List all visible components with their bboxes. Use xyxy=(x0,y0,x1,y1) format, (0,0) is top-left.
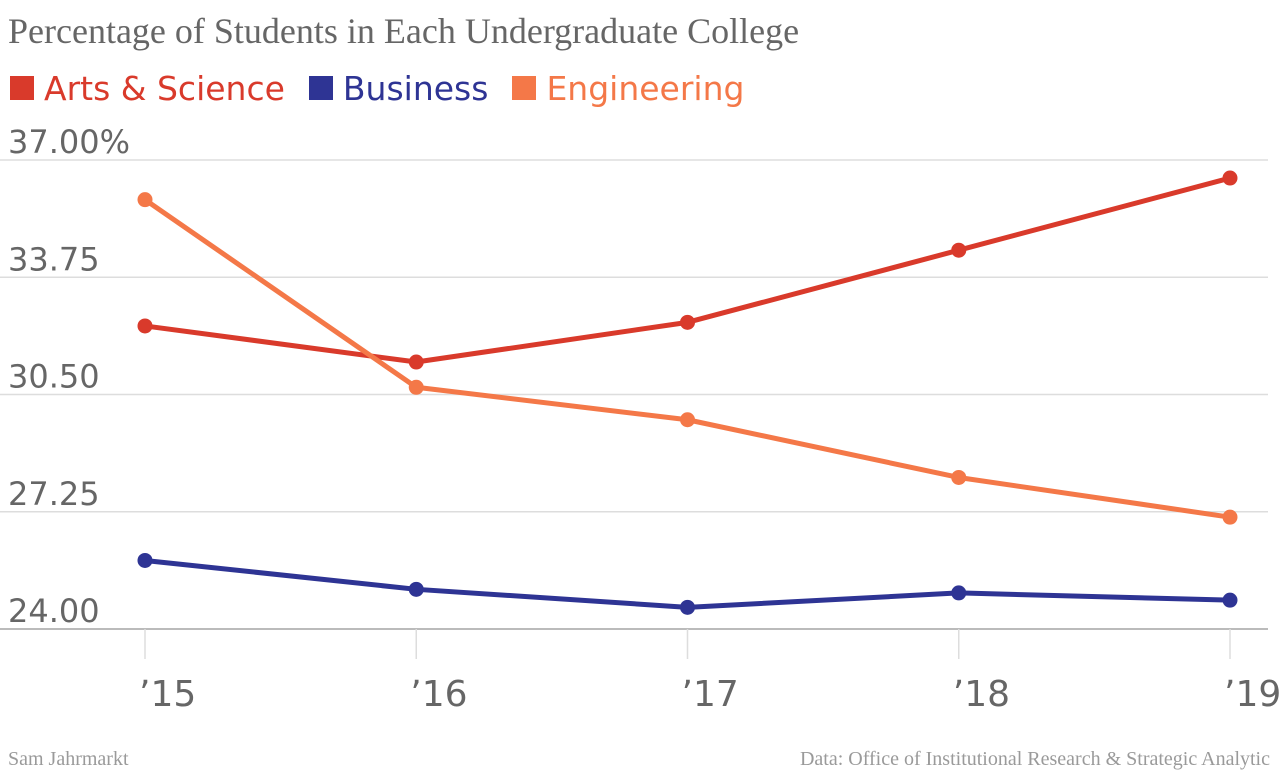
series-line xyxy=(142,197,1233,520)
data-point xyxy=(1222,509,1238,525)
legend-label: Engineering xyxy=(546,68,745,108)
data-point xyxy=(951,242,967,258)
data-point xyxy=(1222,170,1238,186)
legend-label: Arts & Science xyxy=(44,68,285,108)
legend-item-business: Business xyxy=(308,68,489,108)
y-tick-label: 30.50 xyxy=(8,358,100,396)
x-tick-label: ’16 xyxy=(410,674,467,715)
data-point xyxy=(680,314,695,330)
x-tick-label: ’19 xyxy=(1224,674,1280,715)
y-tick-label: 24.00 xyxy=(8,592,100,630)
data-point xyxy=(680,599,695,615)
legend-swatch xyxy=(10,76,34,100)
y-tick-label: 37.00% xyxy=(8,123,130,161)
data-point xyxy=(137,318,153,334)
data-point xyxy=(951,585,967,601)
legend-item-arts-science: Arts & Science xyxy=(10,69,285,108)
data-point xyxy=(137,192,153,208)
data-point xyxy=(1222,592,1238,608)
data-point xyxy=(680,412,695,428)
x-tick-label: ’18 xyxy=(953,674,1010,715)
series-line xyxy=(142,175,1233,365)
data-point xyxy=(137,552,153,568)
data-point xyxy=(408,354,424,370)
footer-source: Data: Office of Institutional Research &… xyxy=(799,748,1270,770)
data-point xyxy=(408,581,424,597)
footer-credit: Sam Jahrmarkt xyxy=(8,748,129,770)
legend-swatch xyxy=(308,76,333,100)
data-point xyxy=(951,469,967,485)
y-tick-label: 33.75 xyxy=(8,240,100,278)
legend-swatch xyxy=(512,76,537,100)
legend: Arts & Science Business Engineering xyxy=(10,66,768,110)
chart-title: Percentage of Students in Each Undergrad… xyxy=(8,11,800,51)
legend-item-engineering: Engineering xyxy=(512,69,744,108)
legend-label: Business xyxy=(342,68,489,108)
y-tick-label: 27.25 xyxy=(8,475,100,513)
x-tick-label: ’15 xyxy=(139,674,196,715)
data-point xyxy=(408,379,424,395)
x-tick-label: ’17 xyxy=(682,674,739,715)
